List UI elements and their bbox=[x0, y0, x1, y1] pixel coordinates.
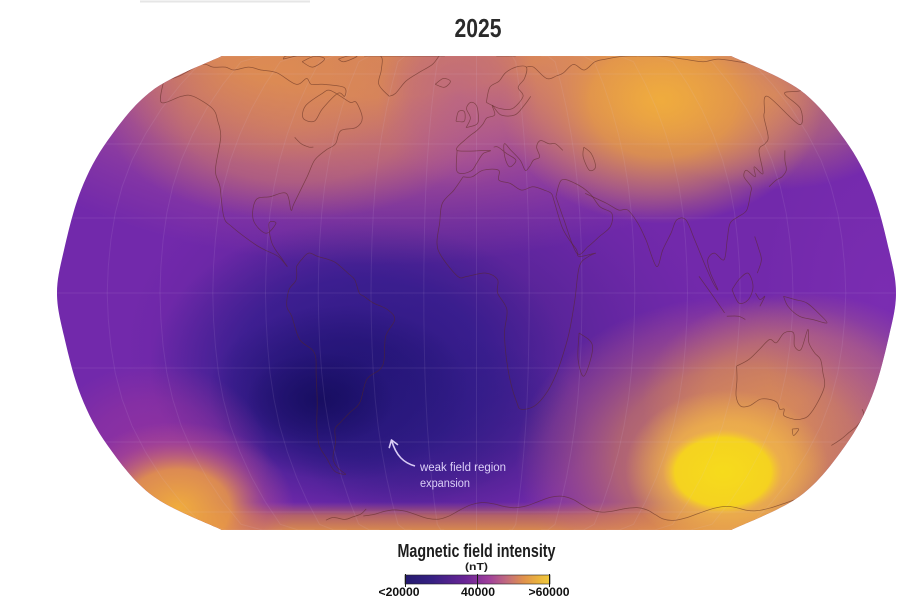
svg-text:>60000: >60000 bbox=[529, 587, 570, 599]
svg-text:<20000: <20000 bbox=[379, 587, 420, 599]
svg-text:Magnetic field intensity: Magnetic field intensity bbox=[398, 541, 556, 561]
svg-text:2025: 2025 bbox=[455, 13, 502, 43]
svg-text:(nT): (nT) bbox=[465, 562, 488, 573]
svg-text:40000: 40000 bbox=[461, 587, 495, 599]
svg-text:expansion: expansion bbox=[420, 478, 470, 490]
svg-text:weak field region: weak field region bbox=[419, 462, 506, 474]
